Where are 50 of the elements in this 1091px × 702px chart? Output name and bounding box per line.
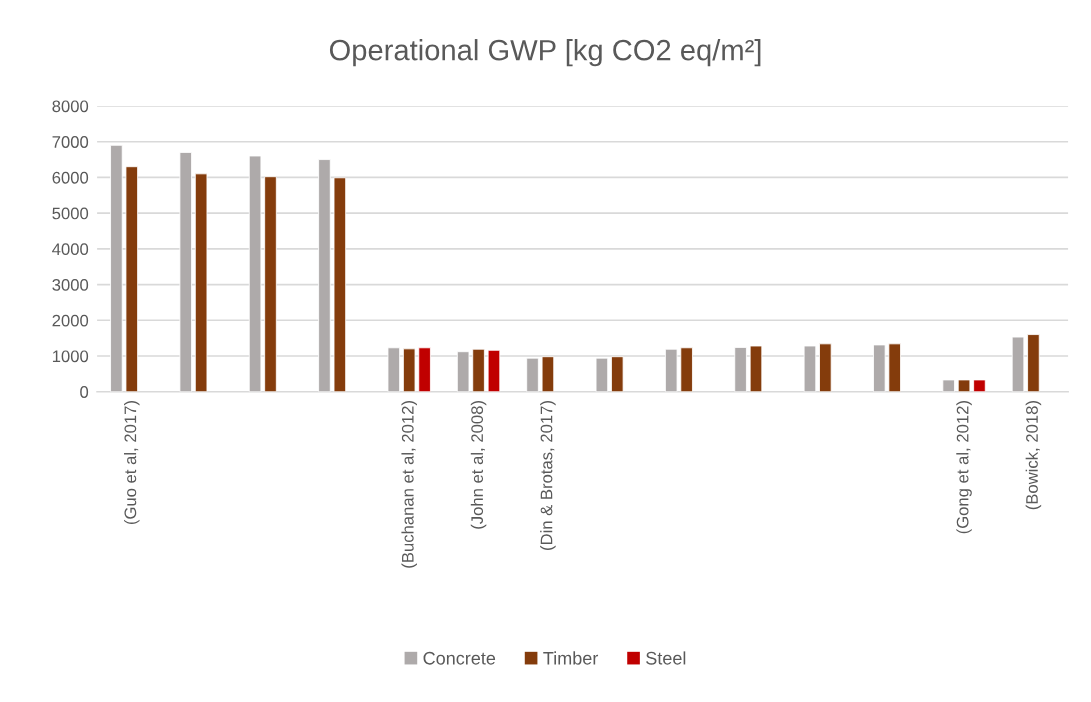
y-tick-label: 2000	[52, 314, 89, 327]
bar	[110, 144, 123, 392]
bar	[179, 152, 192, 392]
bar	[957, 379, 971, 392]
bar	[472, 348, 485, 392]
bar	[803, 345, 817, 392]
x-tick-label: (Guo et al, 2017)	[124, 401, 140, 525]
chart-title: Operational GWP [kg CO2 eq/m²]	[329, 39, 761, 67]
legend-label: Concrete	[423, 651, 496, 665]
x-tick-label: (Gong et al, 2012)	[956, 401, 972, 534]
bar	[387, 347, 401, 392]
legend-label: Steel	[646, 651, 686, 665]
bar	[749, 345, 763, 392]
bar	[664, 348, 678, 392]
bar	[264, 176, 277, 392]
x-tick-label: (Din & Brotas, 2017)	[540, 401, 556, 550]
x-tick-label: (Buchanan et al, 2012)	[401, 401, 417, 568]
bar	[333, 177, 347, 392]
bar	[541, 356, 555, 392]
bar	[873, 344, 886, 392]
bar	[888, 343, 901, 392]
y-tick-label: 7000	[52, 136, 89, 148]
bar	[487, 349, 501, 392]
bar	[402, 348, 416, 392]
y-tick-label: 6000	[52, 171, 89, 184]
y-tick-label: 0	[80, 386, 89, 398]
bar	[248, 155, 262, 392]
bar	[194, 173, 208, 392]
y-tick-label: 4000	[52, 243, 89, 256]
bar	[680, 347, 693, 392]
bar	[973, 379, 986, 392]
bar	[595, 357, 609, 392]
y-tick-label: 8000	[52, 100, 89, 113]
bar	[734, 347, 747, 392]
bar	[418, 347, 431, 392]
bar	[456, 351, 470, 392]
bar	[611, 356, 624, 392]
bar	[125, 166, 139, 392]
y-tick-label: 1000	[52, 350, 89, 363]
x-tick-label: (John et al, 2008)	[470, 401, 487, 529]
bar	[942, 379, 955, 392]
legend-label: Timber	[543, 651, 599, 665]
bar	[318, 159, 331, 392]
bar	[1011, 336, 1025, 392]
x-tick-label: (Bowick, 2018)	[1025, 401, 1042, 510]
y-tick-label: 5000	[52, 207, 89, 220]
bar	[1027, 334, 1040, 392]
bar	[526, 357, 539, 392]
y-tick-label: 3000	[52, 278, 89, 291]
bar	[819, 343, 832, 392]
